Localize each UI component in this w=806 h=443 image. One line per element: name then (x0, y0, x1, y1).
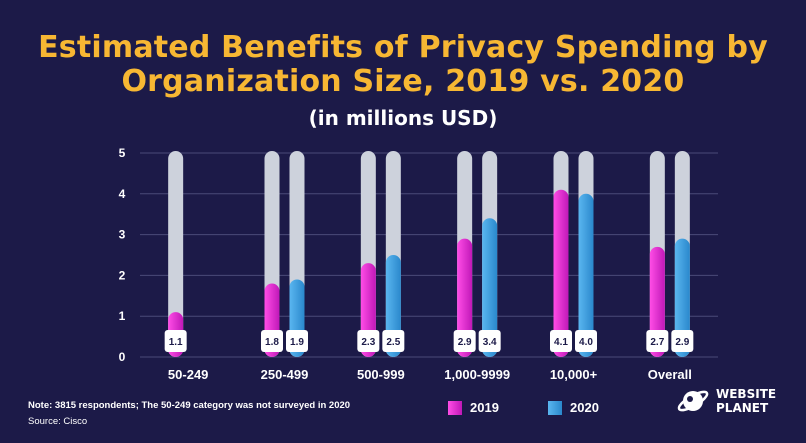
bar-2020 (482, 218, 498, 357)
x-category-label: 10,000+ (550, 367, 598, 382)
value-label-2020: 2.5 (386, 337, 400, 348)
chart-subtitle: (in millions USD) (308, 106, 498, 130)
y-tick-label: 2 (119, 268, 126, 282)
value-label-box (357, 330, 380, 352)
value-label-box (286, 330, 308, 352)
value-label-box (261, 330, 283, 352)
y-tick-label: 0 (119, 350, 126, 364)
value-label-2019: 1.1 (169, 337, 183, 348)
chart-title-line-1: Estimated Benefits of Privacy Spending b… (38, 30, 768, 65)
logo-line-2: PLANET (716, 401, 769, 415)
bar-2019 (553, 189, 569, 357)
planet-icon (677, 390, 709, 412)
value-label-2019: 1.8 (265, 337, 279, 348)
x-category-label: 1,000-9999 (444, 367, 510, 382)
value-label-box (453, 330, 476, 352)
value-label-box (382, 330, 405, 352)
bar-track (168, 151, 184, 357)
x-category-label: Overall (648, 367, 692, 382)
value-label-2019: 4.1 (554, 337, 568, 348)
logo-text: WEBSITE PLANET (716, 387, 776, 415)
x-category-label: 250-499 (261, 367, 309, 382)
value-label-2020: 4.0 (579, 337, 593, 348)
logo-line-1: WEBSITE (716, 387, 777, 401)
bar-2019 (457, 238, 473, 357)
bar-2020 (578, 193, 594, 357)
value-label-2019: 2.9 (458, 337, 472, 348)
bar-2019 (649, 246, 665, 357)
legend-swatch-2020 (548, 400, 562, 415)
value-label-2019: 2.7 (650, 337, 664, 348)
value-label-box (550, 330, 572, 352)
legend-swatch-2019 (448, 400, 462, 415)
value-label-box (575, 330, 597, 352)
legend-label-2019: 2019 (470, 400, 499, 415)
legend-item-2020: 2020 (548, 400, 599, 415)
x-category-label: 50-249 (168, 367, 208, 382)
y-tick-label: 3 (119, 228, 126, 242)
value-label-2019: 2.3 (361, 337, 375, 348)
footer-note: Note: 3815 respondents; The 50-249 categ… (28, 400, 351, 411)
value-label-box (646, 330, 669, 352)
y-tick-label: 1 (119, 309, 126, 323)
value-label-2020: 3.4 (483, 337, 497, 348)
bar-2020 (674, 238, 690, 357)
value-label-2020: 2.9 (675, 337, 689, 348)
y-tick-label: 4 (119, 187, 126, 201)
footer-source: Source: Cisco (28, 416, 88, 427)
value-label-2020: 1.9 (290, 337, 304, 348)
website-planet-logo: WEBSITE PLANET (676, 384, 776, 418)
x-category-label: 500-999 (357, 367, 405, 382)
y-tick-label: 5 (119, 146, 126, 160)
value-label-box (164, 330, 187, 352)
value-label-box (671, 330, 694, 352)
legend-item-2019: 2019 (448, 400, 499, 415)
chart-title-line-2: Organization Size, 2019 vs. 2020 (121, 64, 685, 99)
value-label-box (478, 330, 501, 352)
legend-label-2020: 2020 (570, 400, 599, 415)
